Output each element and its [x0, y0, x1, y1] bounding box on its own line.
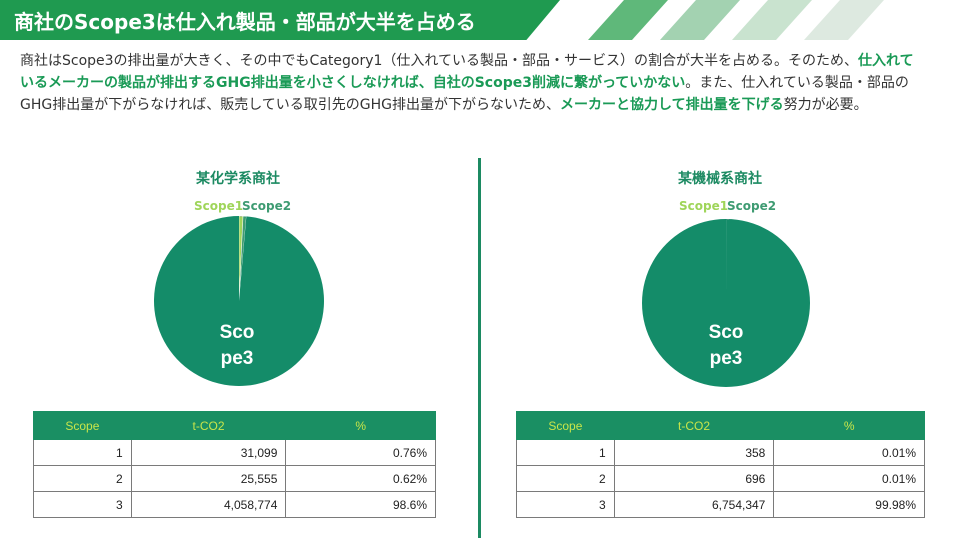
table-row: 3 4,058,774 98.6% — [33, 491, 436, 518]
table-cell: 25,555 — [130, 465, 287, 492]
paragraph-text: 。また、仕入れている製品・部品のGHG排出量が下がらなければ、販売している取引先… — [20, 75, 909, 113]
column-header: Scope — [516, 411, 615, 440]
pie-label-scope1-right: Scope1 — [679, 199, 729, 213]
paragraph-highlight: 仕入れているメーカーの製品が排出するGHG排出量を小さくしなければ、自社のSco… — [20, 53, 914, 91]
decor-stripe — [732, 0, 812, 40]
pie-label-scope3-left: Sco pe3 — [197, 320, 277, 372]
decor-stripe — [588, 0, 668, 40]
pie-label-scope2-left: Scope2 — [242, 199, 292, 213]
table-cell: 0.01% — [773, 465, 925, 492]
pie-chart-right — [642, 219, 810, 387]
page-title: 商社のScope3は仕入れ製品・部品が大半を占める — [14, 10, 476, 34]
table-row: 2 696 0.01% — [516, 465, 925, 492]
table-cell: 0.76% — [285, 439, 436, 466]
table-row: 1 31,099 0.76% — [33, 439, 436, 466]
table-cell: 0.62% — [285, 465, 436, 492]
column-header: % — [285, 411, 436, 440]
table-cell: 3 — [516, 491, 615, 518]
pie-slice-scope3-right — [642, 219, 810, 387]
table-cell: 0.01% — [773, 439, 925, 466]
pie-slice-scope3-left — [154, 216, 324, 386]
title-bar — [0, 0, 560, 40]
column-header: t-CO2 — [613, 411, 775, 440]
table-cell: 98.6% — [285, 491, 436, 518]
paragraph-text: 商社はScope3の排出量が大きく、その中でもCategory1（仕入れている製… — [20, 53, 858, 69]
data-table-right: Scope t-CO2 % 1 358 0.01% 2 696 0.01% 3 … — [516, 411, 925, 518]
table-cell: 6,754,347 — [613, 491, 775, 518]
table-header-row: Scope t-CO2 % — [516, 411, 925, 440]
decor-stripe — [804, 0, 884, 40]
column-header: t-CO2 — [130, 411, 287, 440]
table-cell: 2 — [33, 465, 132, 492]
column-divider — [478, 158, 481, 538]
table-cell: 2 — [516, 465, 615, 492]
paragraph-highlight: メーカーと協力して排出量を下げる — [560, 97, 784, 113]
company-title-left: 某化学系商社 — [196, 171, 280, 187]
table-cell: 1 — [516, 439, 615, 466]
table-cell: 4,058,774 — [130, 491, 287, 518]
table-cell: 99.98% — [773, 491, 925, 518]
pie-label-scope3-line2: pe3 — [709, 348, 743, 369]
table-row: 3 6,754,347 99.98% — [516, 491, 925, 518]
pie-label-scope3-line1: Sco — [708, 322, 744, 343]
pie-label-scope2-right: Scope2 — [727, 199, 777, 213]
pie-slice-scope2-left — [238, 216, 247, 302]
table-row: 2 25,555 0.62% — [33, 465, 436, 492]
column-header: % — [773, 411, 925, 440]
table-header-row: Scope t-CO2 % — [33, 411, 436, 440]
pie-label-scope3-line1: Sco — [219, 322, 255, 343]
company-title-right: 某機械系商社 — [678, 171, 762, 187]
table-cell: 696 — [613, 465, 775, 492]
table-cell: 31,099 — [130, 439, 287, 466]
table-cell: 358 — [613, 439, 775, 466]
pie-chart-left — [154, 216, 324, 386]
table-cell: 3 — [33, 491, 132, 518]
decor-stripe — [660, 0, 740, 40]
pie-label-scope3-line2: pe3 — [220, 348, 254, 369]
pie-label-scope1-left: Scope1 — [194, 199, 244, 213]
data-table-left: Scope t-CO2 % 1 31,099 0.76% 2 25,555 0.… — [33, 411, 436, 518]
table-cell: 1 — [33, 439, 132, 466]
table-row: 1 358 0.01% — [516, 439, 925, 466]
pie-label-scope3-right: Sco pe3 — [686, 320, 766, 372]
paragraph-text: 努力が必要。 — [783, 97, 868, 113]
column-header: Scope — [33, 411, 132, 440]
description-paragraph: 商社はScope3の排出量が大きく、その中でもCategory1（仕入れている製… — [20, 50, 925, 116]
